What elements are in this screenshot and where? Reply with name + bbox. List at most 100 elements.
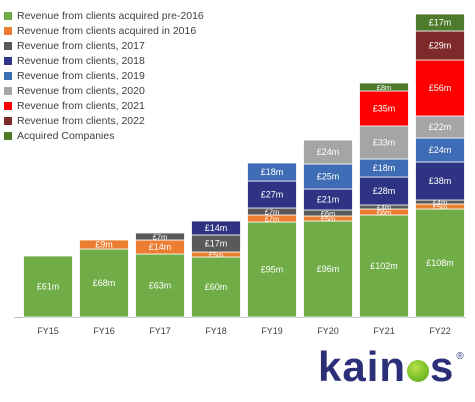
logo-text-right: s xyxy=(430,343,455,390)
bar-segment xyxy=(359,176,409,206)
bar-data-label: £102m xyxy=(370,261,398,271)
legend-swatch xyxy=(4,26,12,35)
legend-swatch xyxy=(4,101,12,110)
bar-data-label: £22m xyxy=(429,122,452,132)
legend-item: Revenue from clients, 2020 xyxy=(4,83,204,98)
bar-data-label: £5m xyxy=(433,203,448,212)
bar-segment xyxy=(415,13,465,32)
legend-item: Revenue from clients, 2021 xyxy=(4,98,204,113)
legend-swatch xyxy=(4,71,12,80)
legend-item: Revenue from clients, 2018 xyxy=(4,53,204,68)
bar-data-label: £28m xyxy=(373,186,396,196)
bar-data-label: £38m xyxy=(429,176,452,186)
legend-item: Revenue from clients, 2019 xyxy=(4,68,204,83)
bar-data-label: £17m xyxy=(429,18,452,28)
bar-data-label: £33m xyxy=(373,138,396,148)
bar-data-label: £7m xyxy=(265,215,280,224)
logo-registered-mark: ® xyxy=(456,351,464,362)
bar-segment xyxy=(359,82,409,92)
x-tick-label: FY15 xyxy=(37,326,59,336)
bar-segment xyxy=(247,162,297,182)
bar-segment xyxy=(415,161,465,201)
bar-data-label: £35m xyxy=(373,104,396,114)
bar-segment xyxy=(23,255,73,318)
bar-data-label: £14m xyxy=(205,223,228,233)
x-tick-label: FY19 xyxy=(261,326,283,336)
kainos-logo: kain s ® xyxy=(318,346,464,388)
bar-data-label: £18m xyxy=(373,163,396,173)
bar-data-label: £24m xyxy=(429,145,452,155)
legend-label: Revenue from clients, 2017 xyxy=(17,39,145,52)
legend-label: Revenue from clients, 2018 xyxy=(17,54,145,67)
legend-swatch xyxy=(4,116,12,125)
x-tick-label: FY17 xyxy=(149,326,171,336)
x-tick-label: FY21 xyxy=(373,326,395,336)
bar-data-label: £27m xyxy=(261,190,284,200)
bar-data-label: £5m xyxy=(321,215,336,224)
bar-segment xyxy=(303,139,353,165)
bar-data-label: £108m xyxy=(426,258,454,268)
bar-data-label: £14m xyxy=(149,242,172,252)
bar-data-label: £24m xyxy=(317,147,340,157)
bar-segment xyxy=(303,163,353,190)
bar-segment xyxy=(415,137,465,163)
bar-segment xyxy=(359,90,409,127)
legend-label: Revenue from clients acquired in 2016 xyxy=(17,24,197,37)
bar-data-label: £95m xyxy=(261,265,284,275)
bar-data-label: £6m xyxy=(377,208,392,217)
bar-data-label: £68m xyxy=(93,278,116,288)
bar-data-label: £9m xyxy=(95,240,113,250)
legend-swatch xyxy=(4,11,12,20)
bar-data-label: £21m xyxy=(317,195,340,205)
bar-data-label: £4m xyxy=(433,198,448,207)
bar-segment xyxy=(303,220,353,318)
bar-data-label: £56m xyxy=(429,83,452,93)
legend-swatch xyxy=(4,86,12,95)
legend-swatch xyxy=(4,56,12,65)
bar-data-label: £17m xyxy=(205,239,228,249)
legend-item: Revenue from clients acquired in 2016 xyxy=(4,23,204,38)
x-tick-label: FY16 xyxy=(93,326,115,336)
bar-segment xyxy=(79,248,129,318)
x-tick-label: FY20 xyxy=(317,326,339,336)
legend-item: Revenue from clients acquired pre-2016 xyxy=(4,8,204,23)
bar-segment xyxy=(359,125,409,160)
logo-text-left: kain xyxy=(318,343,407,390)
bar-data-label: £8m xyxy=(377,83,392,92)
bar-segment xyxy=(79,239,129,250)
legend-label: Revenue from clients, 2019 xyxy=(17,69,145,82)
bar-data-label: £60m xyxy=(205,282,228,292)
bar-segment xyxy=(135,232,185,241)
legend-label: Revenue from clients, 2022 xyxy=(17,114,145,127)
bar-segment xyxy=(191,220,241,236)
legend-item: Acquired Companies xyxy=(4,128,204,143)
bar-data-label: £7m xyxy=(265,208,280,217)
x-tick-label: FY22 xyxy=(429,326,451,336)
chart-legend: Revenue from clients acquired pre-2016 Re… xyxy=(4,8,204,143)
bar-data-label: £4m xyxy=(377,203,392,212)
logo-dot-icon xyxy=(407,360,430,382)
bar-data-label: £61m xyxy=(37,282,60,292)
bar-segment xyxy=(191,256,241,318)
bar-data-label: £5m xyxy=(209,251,224,260)
legend-item: Revenue from clients, 2022 xyxy=(4,113,204,128)
bar-segment xyxy=(415,208,465,318)
legend-swatch xyxy=(4,131,12,140)
legend-label: Revenue from clients, 2020 xyxy=(17,84,145,97)
legend-label: Revenue from clients, 2021 xyxy=(17,99,145,112)
legend-label: Revenue from clients acquired pre-2016 xyxy=(17,9,204,22)
bar-segment xyxy=(135,253,185,318)
x-tick-label: FY18 xyxy=(205,326,227,336)
bar-data-label: £7m xyxy=(153,233,168,242)
bar-data-label: £63m xyxy=(149,281,172,291)
legend-item: Revenue from clients, 2017 xyxy=(4,38,204,53)
bar-data-label: £25m xyxy=(317,172,340,182)
bar-data-label: £18m xyxy=(261,167,284,177)
bar-data-label: £29m xyxy=(429,41,452,51)
legend-label: Acquired Companies xyxy=(17,129,115,142)
bar-data-label: £96m xyxy=(317,264,340,274)
bar-data-label: £6m xyxy=(321,209,336,218)
bar-segment xyxy=(359,214,409,318)
legend-swatch xyxy=(4,41,12,50)
